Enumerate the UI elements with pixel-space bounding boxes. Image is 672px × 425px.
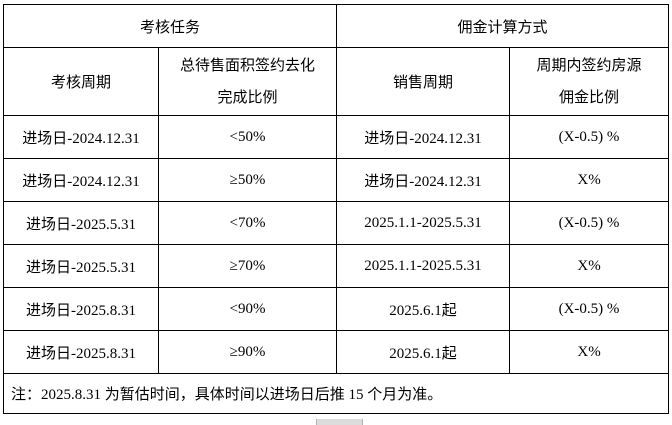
cell-sales-period: 进场日-2024.12.31 [336, 158, 511, 202]
cell-commission-ratio: (X-0.5) % [509, 287, 670, 331]
cell-completion-ratio: ≥90% [157, 330, 338, 374]
table-row: 进场日-2025.5.31 <70% 2025.1.1-2025.5.31 (X… [3, 201, 670, 245]
column-header-commission-ratio: 周期内签约房源 佣金比例 [509, 47, 670, 116]
cell-completion-ratio: ≥50% [157, 158, 338, 202]
table-row: 进场日-2025.8.31 <90% 2025.6.1起 (X-0.5) % [3, 287, 670, 331]
footnote-row: 注：2025.8.31 为暂估时间，具体时间以进场日后推 15 个月为准。 [2, 373, 670, 414]
cell-assessment-period: 进场日-2025.8.31 [3, 330, 159, 374]
cell-commission-ratio: X% [509, 158, 670, 202]
column-header-completion-ratio: 总待售面积签约去化 完成比例 [157, 47, 338, 116]
cell-sales-period: 2025.6.1起 [336, 287, 511, 331]
column-header-commission-ratio-line2: 佣金比例 [559, 89, 620, 106]
cell-commission-ratio: (X-0.5) % [509, 201, 670, 245]
cell-sales-period: 2025.1.1-2025.5.31 [336, 244, 511, 288]
group-header-commission-method: 佣金计算方式 [336, 4, 670, 48]
cell-assessment-period: 进场日-2024.12.31 [3, 158, 159, 202]
cell-assessment-period: 进场日-2024.12.31 [3, 115, 159, 159]
cell-sales-period: 2025.1.1-2025.5.31 [336, 201, 511, 245]
cell-commission-ratio: X% [509, 330, 670, 374]
column-header-sales-period: 销售周期 [336, 47, 511, 116]
column-header-commission-ratio-line1: 周期内签约房源 [536, 57, 642, 74]
cell-completion-ratio: <70% [157, 201, 338, 245]
cell-completion-ratio: ≥70% [157, 244, 338, 288]
cell-assessment-period: 进场日-2025.5.31 [3, 201, 159, 245]
cell-completion-ratio: <90% [157, 287, 338, 331]
table-row: 进场日-2024.12.31 <50% 进场日-2024.12.31 (X-0.… [3, 115, 670, 159]
cell-sales-period: 进场日-2024.12.31 [336, 115, 511, 159]
table-row: 进场日-2025.5.31 ≥70% 2025.1.1-2025.5.31 X% [3, 244, 670, 288]
commission-table: 考核任务 佣金计算方式 考核周期 总待售面积签约去化 完成比例 销售周期 周期内… [2, 4, 670, 414]
cell-sales-period: 2025.6.1起 [336, 330, 511, 374]
partial-ui-fragment [316, 419, 363, 425]
cell-completion-ratio: <50% [157, 115, 338, 159]
table-footnote: 注：2025.8.31 为暂估时间，具体时间以进场日后推 15 个月为准。 [2, 373, 670, 414]
column-header-completion-ratio-line1: 总待售面积签约去化 [180, 57, 316, 74]
cell-assessment-period: 进场日-2025.5.31 [3, 244, 159, 288]
column-header-assessment-period: 考核周期 [3, 47, 159, 116]
cell-commission-ratio: X% [509, 244, 670, 288]
table-row: 进场日-2025.8.31 ≥90% 2025.6.1起 X% [3, 330, 670, 374]
group-header-row: 考核任务 佣金计算方式 [2, 4, 670, 48]
column-header-completion-ratio-line2: 完成比例 [217, 89, 278, 106]
table-row: 进场日-2024.12.31 ≥50% 进场日-2024.12.31 X% [3, 158, 670, 202]
cell-commission-ratio: (X-0.5) % [509, 115, 670, 159]
column-header-row: 考核周期 总待售面积签约去化 完成比例 销售周期 周期内签约房源 佣金比例 [3, 47, 670, 116]
cell-assessment-period: 进场日-2025.8.31 [3, 287, 159, 331]
group-header-assessment-task: 考核任务 [2, 4, 338, 48]
